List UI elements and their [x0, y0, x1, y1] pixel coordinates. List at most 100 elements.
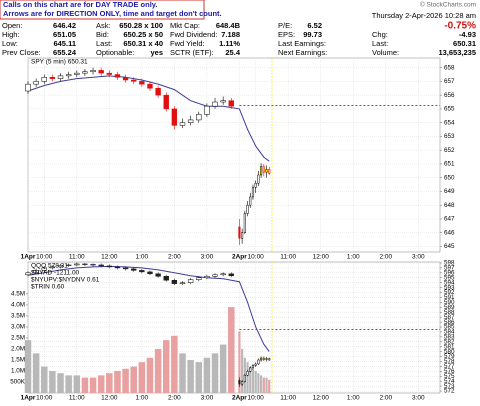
legend-entry: SPY (5 min) 650.31: [31, 59, 88, 66]
candle-body: [98, 264, 104, 267]
y-tick-label: 579: [444, 353, 455, 360]
candle-body: [265, 358, 268, 360]
candle-body: [238, 379, 241, 385]
y-tick-label: 578: [444, 358, 455, 365]
x-tick-label: 11:00: [280, 395, 296, 402]
quote-value: -4.93: [459, 30, 476, 39]
candle-body: [254, 182, 257, 188]
y-tick-label: 596: [444, 270, 455, 277]
candle-body: [25, 83, 31, 92]
volume-bar: [154, 348, 162, 393]
y-tick-label: 4.0M: [11, 302, 25, 309]
volume-bar: [249, 366, 252, 393]
x-tick-label: 10:00: [248, 254, 265, 261]
x-tick-label: 1Apr: [21, 395, 36, 402]
y-tick-label: 656: [444, 92, 455, 99]
candle-body: [147, 271, 153, 275]
y-tick-label: 574: [444, 378, 455, 385]
quote-value: 99.73: [303, 30, 322, 39]
volume-bar: [89, 377, 97, 393]
quote-value: yes: [150, 48, 163, 57]
x-tick-label: 3:00: [201, 254, 214, 261]
candle-body: [147, 83, 153, 89]
legend-entry: $NYUPV:$NYDNV 0.61: [31, 277, 100, 284]
volume-bar: [24, 340, 32, 393]
volume-bar: [32, 353, 40, 393]
y-tick-label: 647: [444, 216, 455, 223]
x-tick-label: 11:00: [69, 254, 85, 261]
x-tick-label: 1:00: [136, 395, 149, 402]
candle-body: [41, 267, 47, 271]
x-tick-label: 3:00: [201, 395, 214, 402]
y-tick-label: 572: [444, 388, 455, 395]
y-tick-label: 589: [444, 304, 455, 311]
y-tick-label: 3.5M: [11, 313, 25, 320]
y-tick-label: 580: [444, 348, 455, 355]
x-tick-label: 12:00: [101, 254, 118, 261]
legend-entry: $TRIN 0.60: [31, 284, 65, 291]
x-tick-label: 2:00: [379, 395, 392, 402]
plot-frame: [27, 57, 441, 253]
candle-body: [228, 100, 234, 107]
legend-entry: QQQ 578.31: [31, 263, 68, 270]
legend-entry: $NYAD -1211.00: [31, 270, 80, 277]
quote-label: Prev Close:: [2, 48, 41, 57]
candle-body: [246, 371, 249, 376]
quote-value: 646.42: [53, 21, 76, 30]
quote-label: Low:: [2, 39, 18, 48]
volume-bar: [41, 366, 48, 393]
x-tick-label: 10:00: [248, 395, 265, 402]
y-tick-label: 500K: [10, 379, 26, 386]
y-tick-label: 598: [444, 260, 455, 267]
candle-body: [212, 274, 218, 277]
y-tick-label: 650: [444, 174, 455, 181]
volume-bar: [260, 375, 263, 393]
quote-label: Last:: [96, 39, 112, 48]
y-tick-label: 2.0M: [11, 346, 25, 353]
volume-bar: [81, 377, 89, 393]
y-tick-label: 2.5M: [11, 335, 25, 342]
candle-body: [265, 169, 268, 173]
change-percent: -0.75%: [444, 21, 476, 32]
volume-bar: [57, 373, 64, 393]
volume-bar: [254, 370, 257, 393]
y-tick-label: 577: [444, 363, 455, 370]
candle-body: [212, 101, 218, 107]
volume-bar: [195, 362, 203, 393]
candle-body: [106, 265, 113, 268]
notice-line: Arrows are for DIRECTION ONLY, time and …: [3, 9, 222, 18]
x-tick-label: 2Apr: [232, 395, 247, 402]
y-tick-label: 583: [444, 334, 455, 341]
y-tick-label: 657: [444, 78, 455, 85]
quote-value: 651.05: [53, 30, 76, 39]
quote-value: 648.4B: [216, 21, 241, 30]
quote-label: Open:: [2, 21, 22, 30]
candle-body: [139, 270, 145, 273]
volume-bar: [130, 366, 137, 393]
quote-value: 25.4: [225, 48, 240, 57]
quote-value: 650.31 x 40: [123, 39, 163, 48]
candle-body: [33, 270, 39, 274]
quote-value: 13,653,235: [438, 48, 476, 57]
x-tick-label: 1:00: [136, 254, 149, 261]
volume-bar: [106, 373, 113, 393]
candle-body: [131, 79, 137, 82]
x-tick-label: 10:00: [36, 254, 53, 261]
x-tick-label: 10:00: [36, 395, 53, 402]
y-tick-label: 3.0M: [11, 324, 25, 331]
x-tick-label: 12:00: [313, 254, 330, 261]
quote-label: High:: [2, 30, 20, 39]
x-tick-label: 11:00: [280, 254, 296, 261]
volume-bar: [138, 362, 146, 393]
y-tick-label: 1.0M: [11, 368, 25, 375]
candle-body: [155, 88, 161, 96]
candle-body: [163, 94, 169, 110]
y-tick-label: 645: [444, 243, 455, 250]
x-tick-label: 1Apr: [21, 254, 36, 261]
volume-bar: [238, 331, 241, 393]
volume-bar: [265, 377, 268, 393]
quote-label: Next Earnings:: [278, 48, 327, 57]
quote-label: Ask:: [96, 21, 111, 30]
y-tick-label: 646: [444, 229, 455, 236]
candle-body: [187, 279, 194, 283]
